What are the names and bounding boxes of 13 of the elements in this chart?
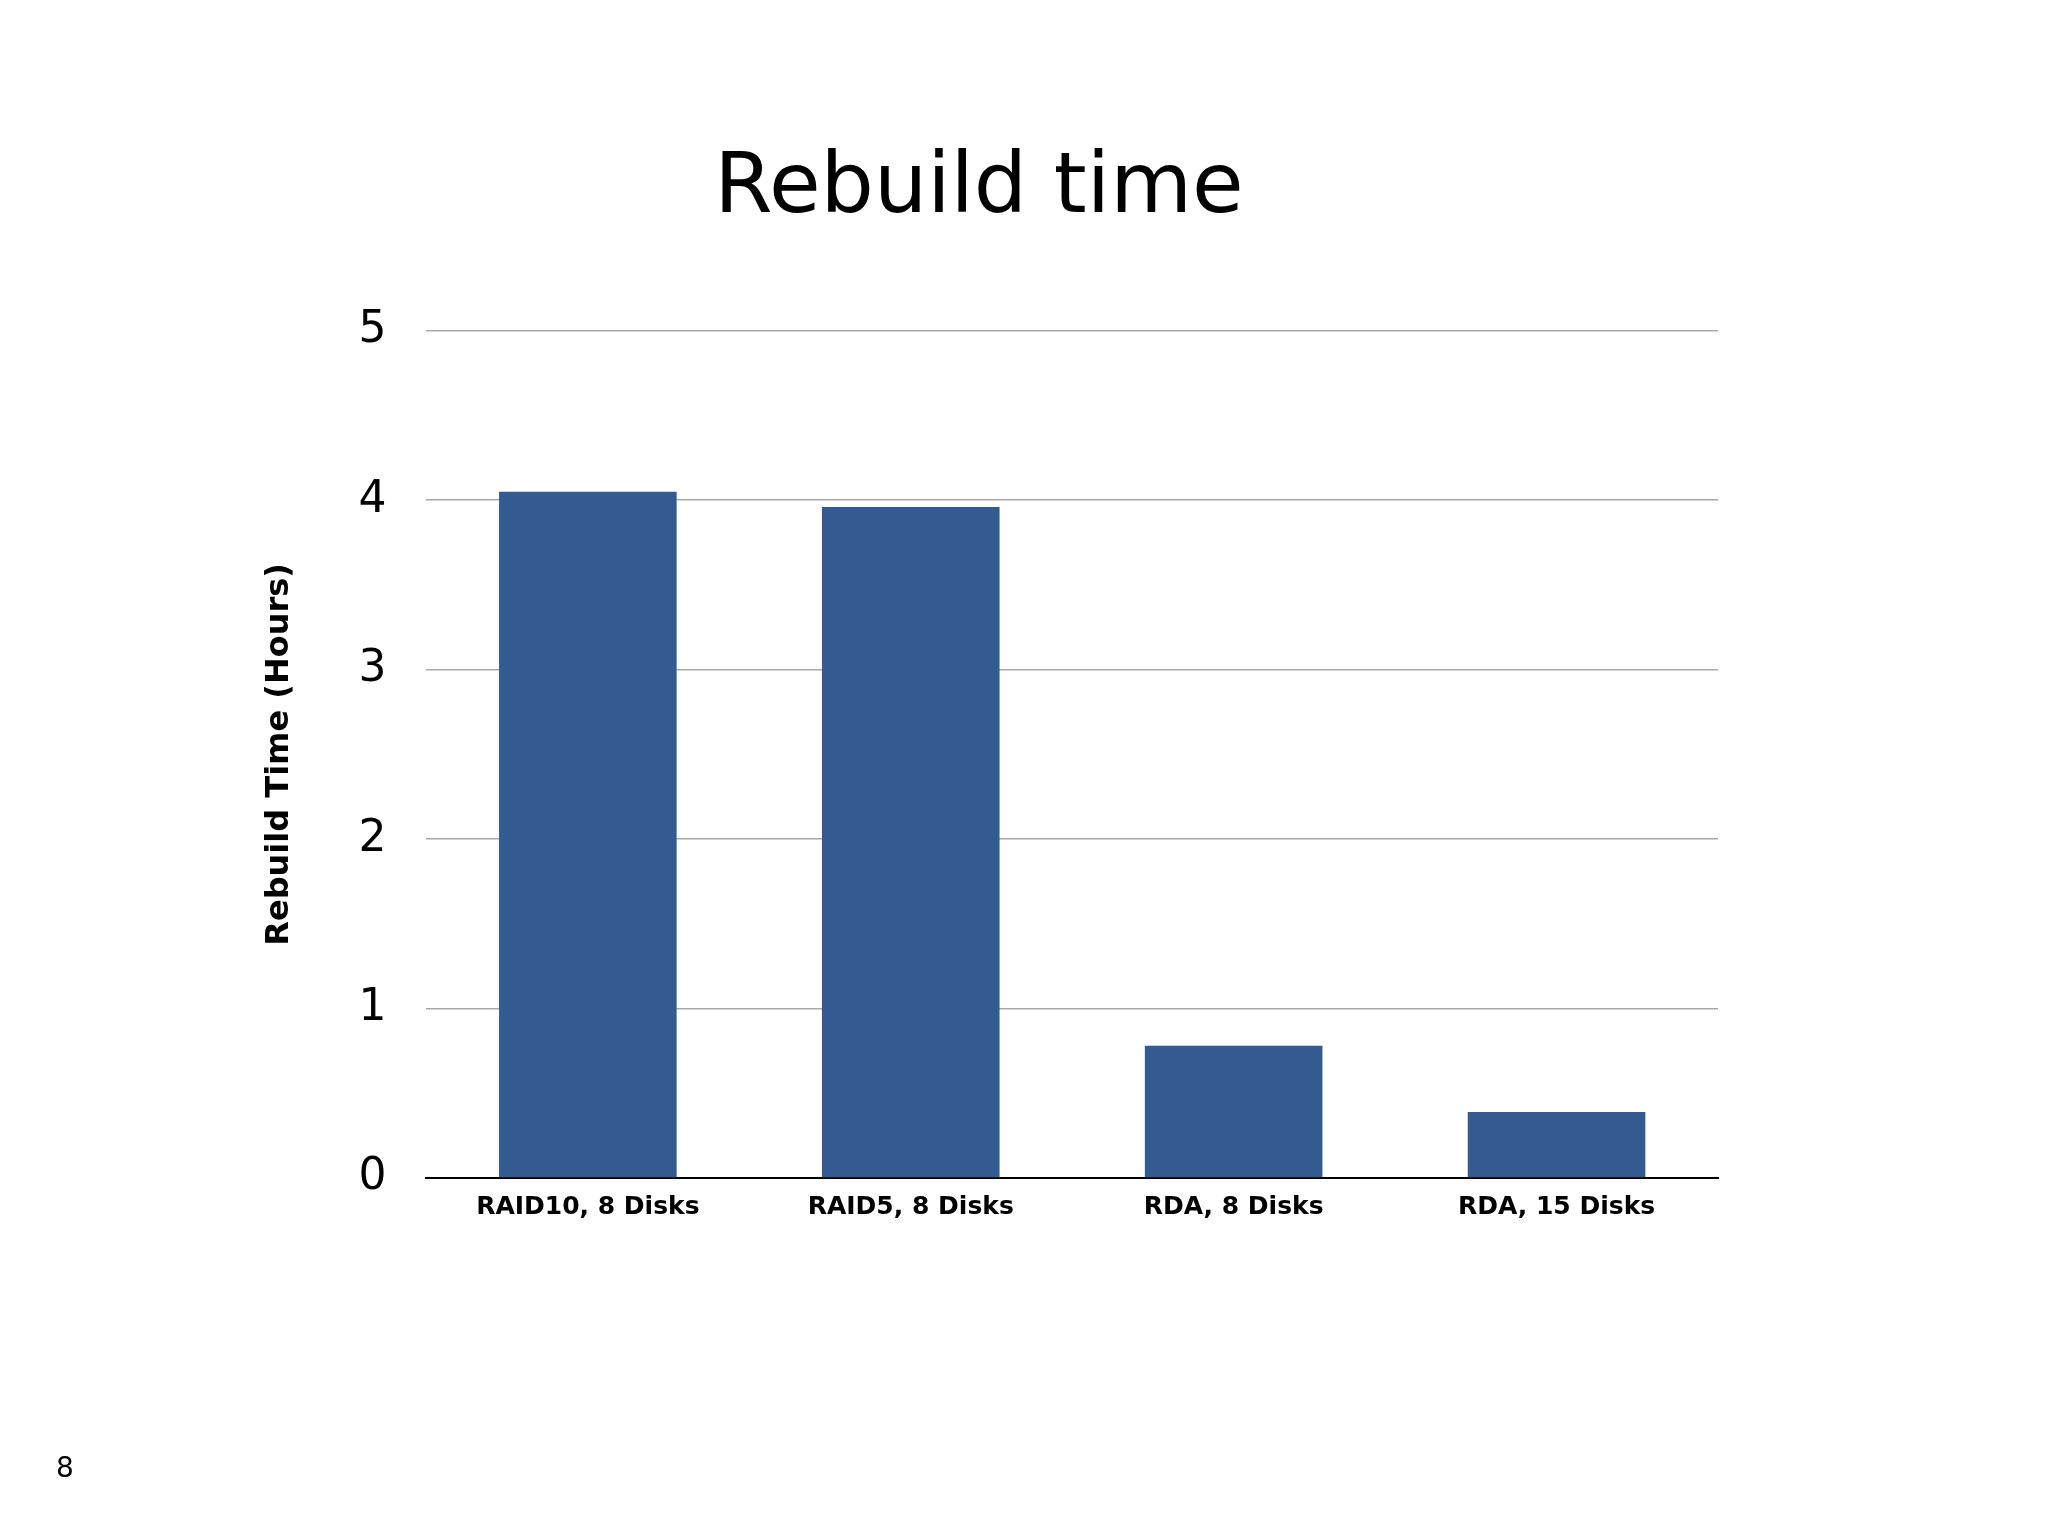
y-tick-label: 4 [358,470,387,522]
x-tick-label: RAID10, 8 Disks [476,1190,700,1220]
y-axis-title: Rebuild Time (Hours) [257,563,296,946]
y-tick-label: 5 [358,301,387,353]
x-tick-label: RDA, 15 Disks [1457,1190,1656,1220]
x-tick-label: RDA, 8 Disks [1143,1190,1324,1220]
y-tick-label: 2 [358,809,387,861]
text: 8 [56,1451,74,1485]
x-tick-label: RAID5, 8 Disks [807,1190,1014,1220]
chart-title: Rebuild time [714,134,1244,233]
y-tick-label: 1 [358,979,387,1030]
y-tick-label: 3 [358,640,387,692]
y-tick-label: 0 [358,1148,387,1200]
